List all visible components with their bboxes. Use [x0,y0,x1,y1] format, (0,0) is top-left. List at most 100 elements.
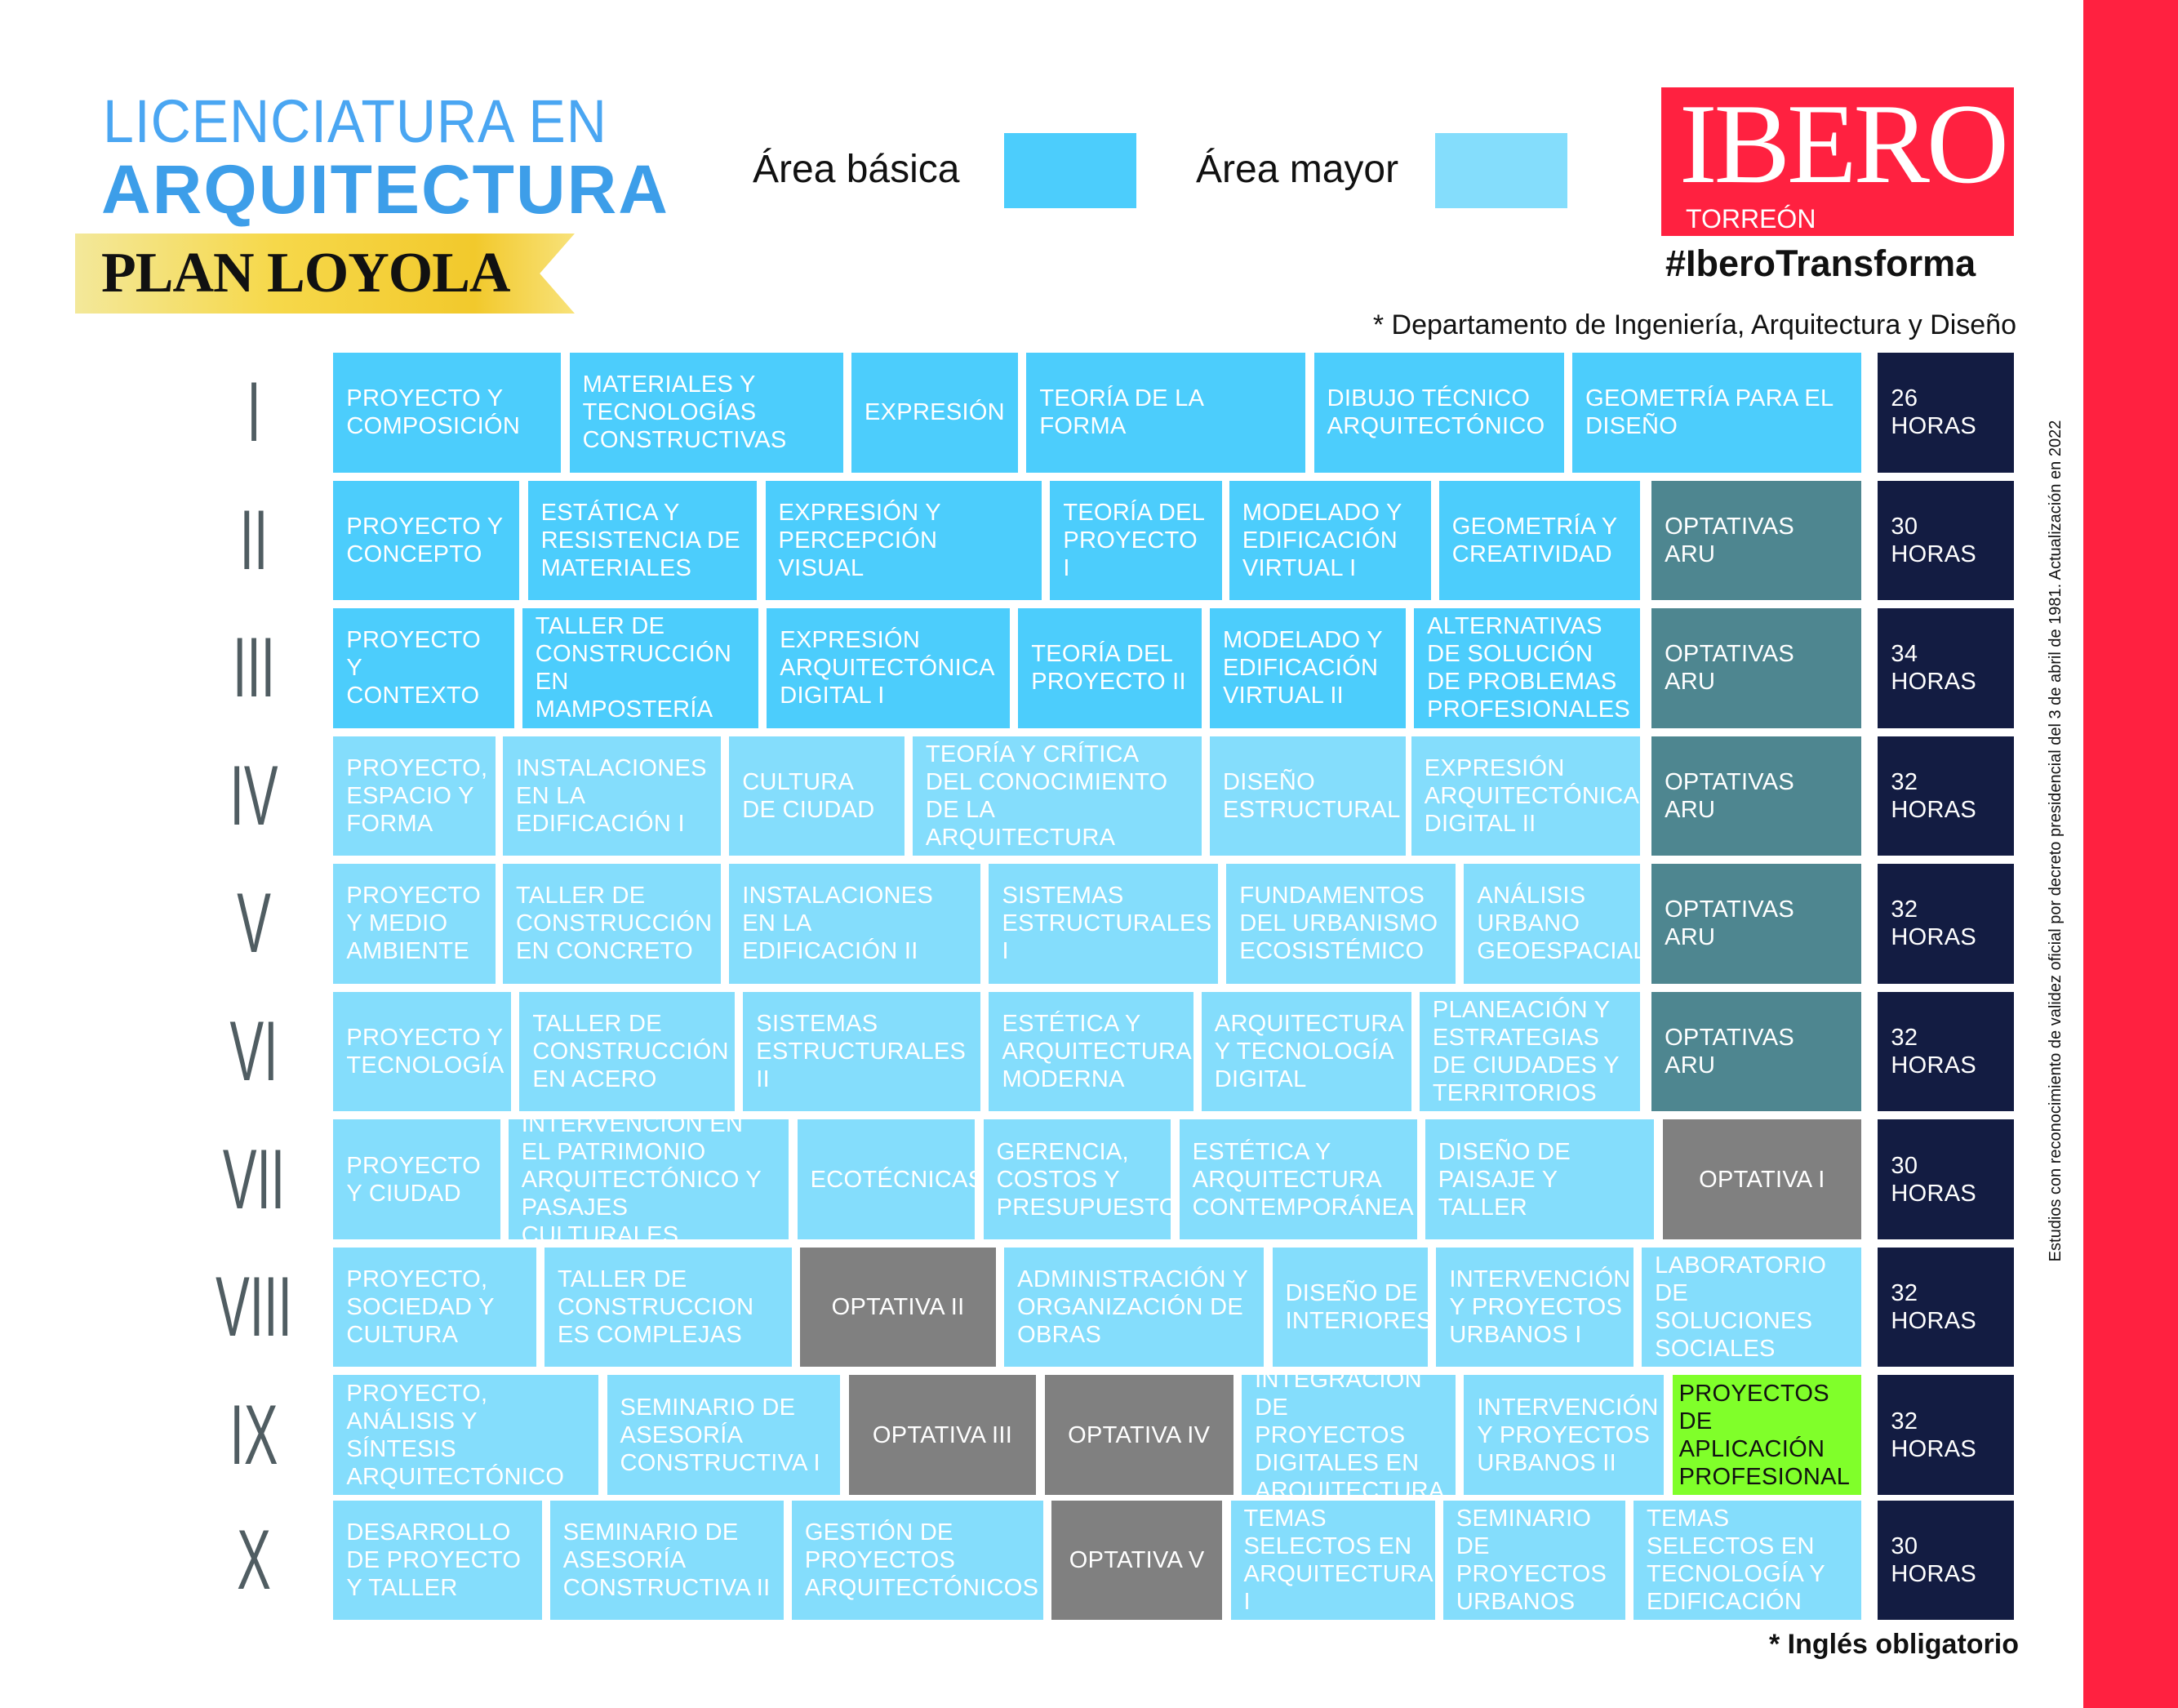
course-cell: DESARROLLO DE PROYECTO Y TALLER [333,1500,542,1620]
course-cell: EXPRESIÓN Y PERCEPCIÓN VISUAL [765,480,1042,601]
course-cell: ALTERNATIVAS DE SOLUCIÓN DE PROBLEMAS PR… [1414,608,1641,728]
course-cell: DISEÑO DE INTERIORES [1272,1247,1429,1368]
elective-cell: OPTATIVAS ARU [1651,864,1861,984]
course-cell: ARQUITECTURA Y TECNOLOGÍA DIGITAL [1201,991,1411,1112]
course-cell: FUNDAMENTOS DEL URBANISMO ECOSISTÉMICO [1226,864,1456,984]
course-cell: TEORÍA Y CRÍTICA DEL CONOCIMIENTO DE LA … [912,736,1202,856]
semester-numeral: VIII [216,1260,293,1355]
title-line-1: LICENCIATURA EN [103,87,607,155]
course-cell: PROYECTO Y CIUDAD [333,1119,500,1239]
course-cell: PROYECTO Y MEDIO AMBIENTE [333,864,496,984]
title-line-2: ARQUITECTURA [101,151,669,228]
course-cell: ESTÁTICA Y RESISTENCIA DE MATERIALES [527,480,758,601]
course-cell: SISTEMAS ESTRUCTURALES II [743,991,981,1112]
course-cell: SEMINARIO DE PROYECTOS URBANOS [1442,1500,1625,1620]
hours-cell: 30 HORAS [1878,1500,2015,1620]
hours-cell: 32 HORAS [1878,1247,2015,1368]
course-cell: TALLER DE CONSTRUCCION ES COMPLEJAS [544,1247,792,1368]
elective-cell: OPTATIVAS ARU [1651,736,1861,856]
hours-cell: 32 HORAS [1878,736,2015,856]
legend-major-label: Área mayor [1196,148,1399,191]
course-cell: TALLER DE CONSTRUCCIÓN EN CONCRETO [502,864,722,984]
course-cell: PROYECTO Y TECNOLOGÍA [333,991,512,1112]
course-cell: MODELADO Y EDIFICACIÓN VIRTUAL I [1229,480,1431,601]
semester-numeral: VII [223,1132,286,1227]
course-cell: LABORATORIO DE SOLUCIONES SOCIALES [1642,1247,1861,1368]
course-cell: ESTÉTICA Y ARQUITECTURA CONTEMPORÁNEA [1179,1119,1417,1239]
course-cell: INTERVENCIÓN Y PROYECTOS URBANOS II [1464,1375,1665,1495]
course-cell: PROYECTO Y COMPOSICIÓN [333,353,562,473]
validity-note: Estudios con reconocimiento de validez o… [2047,420,2065,1262]
logo-name: IBERO [1679,87,2009,207]
semester-numeral: IV [229,748,278,843]
course-cell: TEMAS SELECTOS EN TECNOLOGÍA Y EDIFICACI… [1633,1500,1861,1620]
semester-numeral: X [237,1512,272,1608]
logo-campus: TORREÓN [1686,204,1816,234]
elective-cell: OPTATIVAS ARU [1651,480,1861,601]
elective-cell: OPTATIVAS ARU [1651,608,1861,728]
hours-cell: 32 HORAS [1878,991,2015,1112]
english-note: * Inglés obligatorio [1768,1629,2019,1660]
course-cell: INTEGRACIÓN DE PROYECTOS DIGITALES EN AR… [1242,1375,1456,1495]
course-cell: INTERVENCIÓN Y PROYECTOS URBANOS I [1436,1247,1634,1368]
hours-cell: 30 HORAS [1878,1119,2015,1239]
hours-cell: 32 HORAS [1878,1375,2015,1495]
course-cell: SISTEMAS ESTRUCTURALES I [989,864,1219,984]
course-cell: PROYECTO Y CONCEPTO [333,480,520,601]
department-note: * Departamento de Ingeniería, Arquitectu… [1372,309,2016,340]
course-cell: TEMAS SELECTOS EN ARQUITECTURA I [1230,1500,1435,1620]
course-cell: DIBUJO TÉCNICO ARQUITECTÓNICO [1313,353,1564,473]
course-cell: GERENCIA, COSTOS Y PRESUPUESTOS [983,1119,1171,1239]
elective-cell: OPTATIVAS ARU [1651,991,1861,1112]
course-cell: ESTÉTICA Y ARQUITECTURA MODERNA [989,991,1193,1112]
course-cell: ADMINISTRACIÓN Y ORGANIZACIÓN DE OBRAS [1004,1247,1265,1368]
elective-cell: OPTATIVA IV [1044,1375,1233,1495]
elective-cell: OPTATIVA II [800,1247,996,1368]
semester-numeral: VI [229,1004,278,1100]
course-cell: GESTIÓN DE PROYECTOS ARQUITECTÓNICOS [791,1500,1043,1620]
course-cell: PROYECTO, ANÁLISIS Y SÍNTESIS ARQUITECTÓ… [333,1375,599,1495]
hours-cell: 34 HORAS [1878,608,2015,728]
course-cell: DISEÑO DE PAISAJE Y TALLER [1425,1119,1655,1239]
ibero-logo: IBERO TORREÓN [1661,87,2014,236]
red-side-strip [2083,0,2178,1708]
course-cell: EXPRESIÓN ARQUITECTÓNICA DIGITAL II [1411,736,1641,856]
legend-basic-label: Área básica [753,148,960,191]
semester-numeral: II [240,492,269,588]
semester-numeral: V [237,876,272,972]
hours-cell: 30 HORAS [1878,480,2015,601]
plan-label: PLAN LOYOLA [101,242,510,305]
hashtag: #IberoTransforma [1665,242,1976,284]
course-cell: INSTALACIONES EN LA EDIFICACIÓN I [502,736,722,856]
hours-cell: 26 HORAS [1878,353,2015,473]
course-cell: MODELADO Y EDIFICACIÓN VIRTUAL II [1210,608,1406,728]
elective-cell: OPTATIVA I [1662,1119,1861,1239]
course-cell: ANÁLISIS URBANO GEOESPACIAL [1464,864,1641,984]
hours-cell: 32 HORAS [1878,864,2015,984]
legend-major-swatch [1435,133,1567,208]
course-cell: ECOTÉCNICAS [797,1119,976,1239]
course-cell: CULTURA DE CIUDAD [729,736,905,856]
course-cell: PLANEACIÓN Y ESTRATEGIAS DE CIUDADES Y T… [1419,991,1641,1112]
elective-cell: OPTATIVA V [1051,1500,1223,1620]
course-cell: TEORÍA DEL PROYECTO II [1018,608,1202,728]
plan-banner: PLAN LOYOLA [75,234,575,314]
course-cell: PROYECTOS DE APLICACIÓN PROFESIONAL [1672,1375,1861,1495]
course-cell: SEMINARIO DE ASESORÍA CONSTRUCTIVA I [607,1375,841,1495]
course-cell: PROYECTO Y CONTEXTO [333,608,514,728]
course-cell: TALLER DE CONSTRUCCIÓN EN ACERO [519,991,736,1112]
semester-numeral: IX [229,1387,278,1483]
course-cell: PROYECTO, SOCIEDAD Y CULTURA [333,1247,536,1368]
course-cell: DISEÑO ESTRUCTURAL [1210,736,1406,856]
course-cell: MATERIALES Y TECNOLOGÍAS CONSTRUCTIVAS [569,353,843,473]
course-cell: GEOMETRÍA Y CREATIVIDAD [1438,480,1641,601]
course-cell: INSTALACIONES EN LA EDIFICACIÓN II [729,864,981,984]
elective-cell: OPTATIVA III [848,1375,1037,1495]
semester-numeral: III [233,620,276,716]
course-cell: TEORÍA DEL PROYECTO I [1050,480,1223,601]
course-cell: EXPRESIÓN ARQUITECTÓNICA DIGITAL I [767,608,1010,728]
course-cell: TALLER DE CONSTRUCCIÓN EN MAMPOSTERÍA [522,608,758,728]
legend-basic-swatch [1004,133,1136,208]
course-cell: GEOMETRÍA PARA EL DISEÑO [1572,353,1861,473]
course-cell: EXPRESIÓN [851,353,1019,473]
